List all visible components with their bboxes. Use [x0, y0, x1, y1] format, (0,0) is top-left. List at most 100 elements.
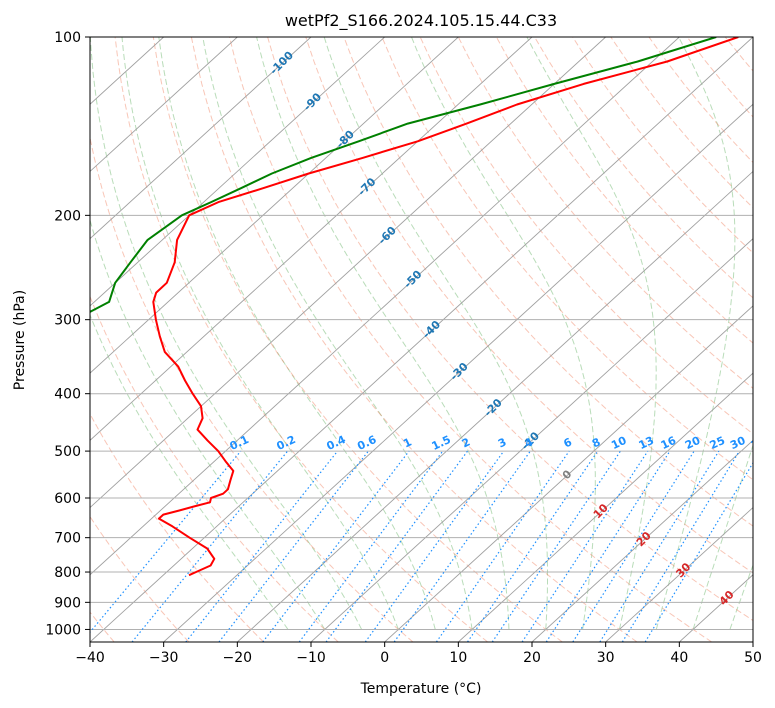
- isotherm-line: [90, 37, 312, 240]
- x-tick-label: 50: [744, 650, 762, 666]
- mixing-ratio-label: 3: [496, 435, 508, 450]
- dry-adiabat-line: [152, 37, 563, 642]
- y-axis-label: Pressure (hPa): [12, 290, 28, 390]
- y-tick-label: 200: [54, 208, 81, 224]
- isotherm-line: [90, 37, 459, 374]
- mixing-ratio-label: 16: [659, 434, 679, 452]
- x-tick-label: 10: [449, 650, 467, 666]
- isotherm-line: [90, 37, 753, 642]
- dry-adiabat-line: [190, 37, 638, 642]
- isotherm-line: [458, 372, 753, 642]
- mixing-ratio-line: [545, 450, 671, 642]
- isotherm-line: [531, 439, 753, 642]
- dry-adiabat-line: [114, 37, 488, 642]
- dry-adiabat-line: [686, 37, 753, 118]
- mixing-ratio-lines: [90, 450, 753, 642]
- isotherm-line: [90, 37, 533, 441]
- dry-adiabat-line: [763, 37, 775, 642]
- dewpoint-profile-line: [90, 37, 717, 313]
- mixing-ratio-label: 6: [561, 435, 574, 450]
- plot-frame: [89, 36, 754, 643]
- y-tick-label: 300: [54, 313, 81, 329]
- dry-adiabat-line: [305, 37, 753, 574]
- moist-adiabat-line: [692, 443, 753, 630]
- isotherm-line: [605, 506, 753, 642]
- y-tick-label: 600: [54, 491, 81, 507]
- isotherm-line: [90, 37, 680, 576]
- mixing-ratio-line: [218, 450, 369, 642]
- x-axis-ticks: −40 −30 −20 −10 0 10 20 30 40 50: [75, 642, 762, 666]
- pressure-gridlines: [90, 37, 753, 630]
- moist-adiabat-line: [90, 37, 363, 630]
- x-axis-label: Temperature (°C): [360, 681, 482, 697]
- mixing-ratio-label: 10: [609, 434, 629, 452]
- y-tick-label: 500: [54, 444, 81, 460]
- mixing-ratio-line: [90, 450, 242, 634]
- moist-adiabat-line: [323, 37, 548, 630]
- dry-adiabat-line: [610, 37, 753, 209]
- plot-area: -100-90-80-70-60-50-40-30-20-10010203040…: [90, 37, 775, 642]
- dry-adiabat-line: [90, 295, 339, 642]
- chart-title: wetPf2_S166.2024.105.15.44.C33: [285, 11, 557, 31]
- dry-adiabat-line: [495, 37, 753, 344]
- mixing-ratio-label: 1.5: [430, 433, 453, 453]
- x-tick-label: 40: [670, 650, 688, 666]
- moist-adiabat-line: [90, 313, 289, 630]
- mixing-ratio-line: [262, 450, 410, 642]
- y-tick-label: 100: [54, 30, 81, 46]
- dry-adiabat-line: [229, 37, 712, 642]
- moist-adiabat-line: [158, 37, 436, 630]
- mixing-ratio-line: [599, 450, 720, 642]
- moist-adiabat-line: [90, 218, 326, 630]
- y-tick-label: 800: [54, 565, 81, 581]
- isotherm-line: [90, 37, 606, 509]
- isotherm-line: [384, 305, 753, 642]
- mixing-ratio-label: 0.2: [275, 433, 298, 453]
- y-tick-label: 900: [54, 595, 81, 611]
- moist-adiabat-line: [411, 37, 596, 630]
- moist-adiabat-line: [526, 37, 657, 630]
- dry-adiabat-line: [90, 515, 190, 642]
- moist-adiabat-line: [729, 563, 753, 630]
- x-tick-label: 0: [380, 650, 389, 666]
- mixing-ratio-line: [131, 450, 289, 642]
- x-tick-label: 30: [597, 650, 615, 666]
- dry-adiabats: [90, 37, 775, 642]
- x-tick-label: −30: [149, 650, 179, 666]
- isotherm-line: [237, 170, 753, 642]
- isotherm-line: [90, 37, 385, 307]
- mixing-ratio-line: [298, 450, 444, 642]
- isotherm-line: [752, 641, 753, 642]
- mixing-ratio-label: 25: [708, 434, 727, 452]
- isotherm-line: [163, 103, 753, 642]
- isotherm-line: [310, 238, 753, 642]
- y-tick-label: 700: [54, 531, 81, 547]
- isotherms: [90, 37, 753, 642]
- mixing-ratio-line: [393, 450, 531, 642]
- temperature-profile-line: [152, 37, 739, 577]
- isotherm-line: [90, 37, 238, 173]
- y-axis-ticks: 100 200 300 400 500 600 700 800 900 1000: [45, 30, 90, 638]
- dry-adiabat-line: [457, 37, 753, 389]
- moist-adiabat-line: [655, 37, 736, 630]
- moist-adiabats: [90, 37, 753, 630]
- mixing-ratio-line: [435, 450, 570, 642]
- x-tick-label: 20: [523, 650, 541, 666]
- x-tick-label: −40: [75, 650, 105, 666]
- dry-adiabat-line: [343, 37, 753, 527]
- mixing-ratio-line: [644, 461, 753, 642]
- mixing-ratio-line: [185, 450, 339, 642]
- isotherm-label: -100: [267, 48, 296, 77]
- mixing-ratio-label: 0.6: [355, 433, 378, 453]
- mixing-ratio-line: [325, 450, 469, 642]
- moist-adiabat-line: [256, 37, 510, 630]
- mixing-ratio-line: [621, 450, 740, 642]
- mixing-ratio-line: [491, 450, 621, 642]
- x-tick-label: −20: [223, 650, 253, 666]
- dry-adiabat-line: [724, 37, 753, 72]
- mixing-ratio-label: 8: [590, 435, 602, 450]
- mixing-ratio-line: [572, 450, 695, 642]
- dry-adiabat-line: [267, 37, 753, 622]
